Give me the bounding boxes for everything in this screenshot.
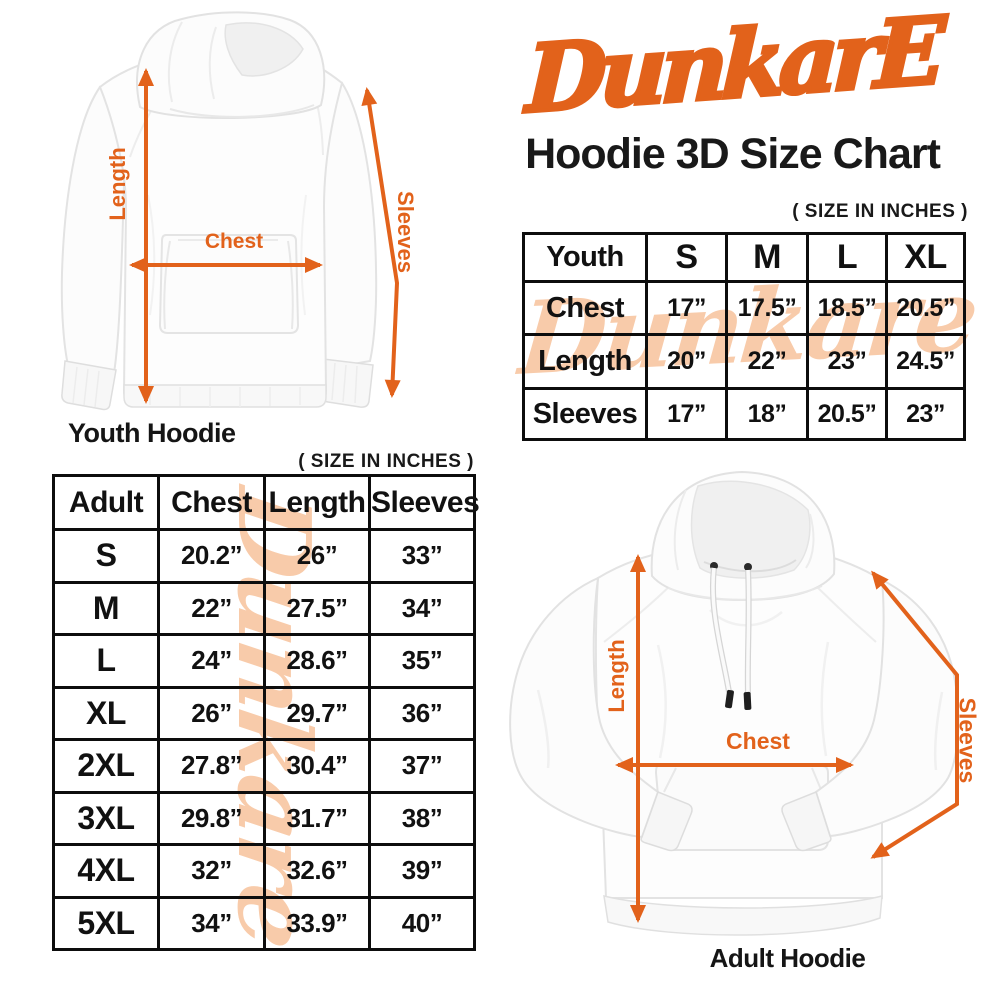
size-value-cell: 20” [645, 333, 728, 390]
adult-table-row: L 24” 28.6” 35” [52, 633, 476, 689]
youth-table-row: Sleeves 17” 18” 20.5” 23” [522, 387, 966, 441]
youth-size-units-note: ( SIZE IN INCHES ) [792, 201, 968, 222]
size-value-cell: 17” [645, 387, 728, 441]
size-value-cell: 18.5” [806, 280, 888, 336]
size-value-cell: 26” [157, 685, 266, 741]
adult-table-row: M 22” 27.5” 34” [52, 580, 476, 636]
drawstring-aglet [725, 689, 734, 709]
youth-table-row: Chest 17” 17.5” 18.5” 20.5” [522, 280, 966, 336]
youth-hood-opening [224, 22, 304, 77]
adult-length-label: Length [604, 639, 629, 713]
youth-table-header-cell: S [645, 232, 728, 283]
adult-table-row: S 20.2” 26” 33” [52, 528, 476, 584]
size-value-cell: 18” [725, 387, 809, 441]
adult-table-row: 5XL 34” 33.9” 40” [52, 895, 476, 951]
size-value-cell: 36” [368, 685, 476, 741]
adult-size-table: Adult Chest Length Sleeves S 20.2” 26” 3… [52, 474, 480, 951]
adult-table-header-cell: Sleeves [368, 474, 480, 531]
adult-table-header-cell: Adult [52, 474, 160, 531]
adult-hoodie-caption: Adult Hoodie [709, 943, 866, 973]
adult-table-row: 4XL 32” 32.6” 39” [52, 843, 476, 899]
size-value-cell: 29.7” [263, 685, 371, 741]
youth-size-table: Youth S M L XL Chest 17” 17.5” 18.5” 20.… [522, 232, 966, 441]
adult-table-row: 2XL 27.8” 30.4” 37” [52, 738, 476, 794]
adult-table-row: XL 26” 29.7” 36” [52, 685, 476, 741]
measure-row-label: Chest [522, 280, 648, 336]
size-value-cell: 29.8” [157, 790, 266, 846]
drawstring-aglet [743, 691, 752, 711]
youth-length-label: Length [105, 147, 130, 221]
youth-right-cuff [321, 358, 374, 408]
size-value-cell: 23” [806, 333, 888, 390]
size-value-cell: 22” [725, 333, 809, 390]
size-value-cell: 20.2” [157, 528, 266, 584]
size-value-cell: 34” [157, 895, 266, 951]
adult-chest-label: Chest [726, 728, 790, 754]
size-row-label: S [52, 528, 160, 584]
size-value-cell: 26” [263, 528, 371, 584]
size-value-cell: 32.6” [263, 843, 371, 899]
youth-table-header-cell: Youth [522, 232, 648, 283]
size-value-cell: 38” [368, 790, 476, 846]
adult-table-header-cell: Chest [157, 474, 266, 531]
youth-table-row: Length 20” 22” 23” 24.5” [522, 333, 966, 390]
youth-chest-label: Chest [204, 230, 264, 253]
adult-sleeves-label: Sleeves [954, 697, 981, 784]
youth-sleeves-label: Sleeves [393, 191, 418, 273]
size-value-cell: 24.5” [885, 333, 966, 390]
size-value-cell: 30.4” [263, 738, 371, 794]
size-row-label: L [52, 633, 160, 689]
size-value-cell: 17” [645, 280, 728, 336]
size-row-label: 4XL [52, 843, 160, 899]
size-value-cell: 27.5” [263, 580, 371, 636]
youth-hoodie-image [60, 11, 401, 411]
drawstring-eyelet [744, 563, 752, 571]
size-value-cell: 39” [368, 843, 476, 899]
youth-hoodie-caption: Youth Hoodie [68, 418, 236, 448]
size-row-label: 2XL [52, 738, 160, 794]
adult-right-cuff [781, 791, 832, 852]
youth-hem [123, 384, 327, 408]
youth-sleeves-arrow [361, 87, 401, 398]
size-value-cell: 31.7” [263, 790, 371, 846]
size-row-label: 5XL [52, 895, 160, 951]
youth-table-header-cell: M [725, 232, 809, 283]
measure-row-label: Sleeves [522, 387, 648, 441]
size-value-cell: 24” [157, 633, 266, 689]
youth-left-cuff [61, 360, 117, 411]
size-value-cell: 34” [368, 580, 476, 636]
size-value-cell: 17.5” [725, 280, 809, 336]
size-value-cell: 27.8” [157, 738, 266, 794]
adult-size-units-note: ( SIZE IN INCHES ) [298, 451, 474, 472]
adult-table-header-cell: Length [263, 474, 371, 531]
size-value-cell: 20.5” [806, 387, 888, 441]
adult-sleeves-arrow [870, 570, 959, 859]
adult-table-row: 3XL 29.8” 31.7” 38” [52, 790, 476, 846]
page-title: Hoodie 3D Size Chart [525, 130, 941, 178]
size-value-cell: 40” [368, 895, 476, 951]
size-value-cell: 23” [885, 387, 966, 441]
size-value-cell: 33.9” [263, 895, 371, 951]
adult-hem [603, 895, 883, 936]
size-value-cell: 32” [157, 843, 266, 899]
youth-table-header-cell: XL [885, 232, 966, 283]
size-row-label: XL [52, 685, 160, 741]
adult-hood-opening [690, 480, 811, 579]
size-row-label: 3XL [52, 790, 160, 846]
size-value-cell: 33” [368, 528, 476, 584]
size-value-cell: 20.5” [885, 280, 966, 336]
measure-row-label: Length [522, 333, 648, 390]
size-value-cell: 37” [368, 738, 476, 794]
youth-table-header-cell: L [806, 232, 888, 283]
size-row-label: M [52, 580, 160, 636]
size-value-cell: 22” [157, 580, 266, 636]
size-value-cell: 35” [368, 633, 476, 689]
size-value-cell: 28.6” [263, 633, 371, 689]
adult-hoodie-image [509, 470, 960, 936]
